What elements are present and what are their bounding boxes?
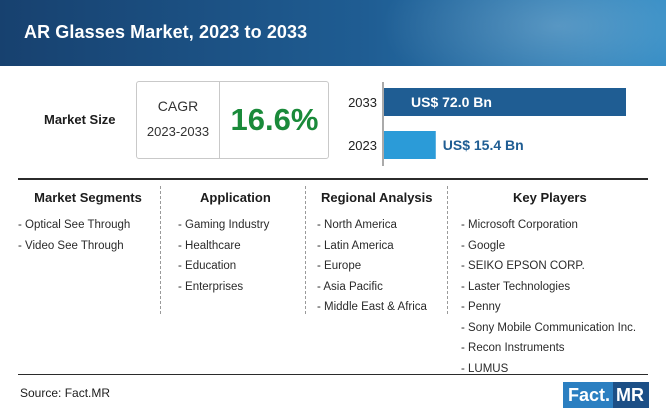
column-separator xyxy=(305,186,306,314)
column-heading: Application xyxy=(200,190,271,205)
cagr-period: 2023-2033 xyxy=(146,124,210,139)
section-divider xyxy=(18,178,648,180)
bar-category-label: 2023 xyxy=(348,138,377,153)
logo-part-1: Fact. xyxy=(563,382,614,408)
header-banner: AR Glasses Market, 2023 to 2033 xyxy=(0,0,666,66)
list-item: - Enterprises xyxy=(178,280,244,293)
list-item: - Middle East & Africa xyxy=(317,301,427,313)
page-title: AR Glasses Market, 2023 to 2033 xyxy=(24,22,308,42)
list-item: - Recon Instruments xyxy=(461,342,565,354)
column-regional-analysis: Regional Analysis - North America - Lati… xyxy=(317,190,445,318)
column-heading: Regional Analysis xyxy=(321,190,433,205)
cagr-box: CAGR 2023-2033 16.6% xyxy=(136,81,329,159)
column-heading: Key Players xyxy=(513,190,587,205)
list-item: - Europe xyxy=(317,260,362,272)
column-application: Application - Gaming Industry - Healthca… xyxy=(178,190,303,297)
list-item: - Penny xyxy=(461,301,501,313)
column-separator xyxy=(160,186,161,314)
cagr-value: 16.6% xyxy=(230,102,319,137)
market-size-label: Market Size xyxy=(44,112,116,127)
list-item: - Microsoft Corporation xyxy=(461,219,578,231)
bar-2023 xyxy=(384,131,436,159)
list-item: - Optical See Through xyxy=(18,219,131,231)
column-separator xyxy=(447,186,448,314)
column-heading: Market Segments xyxy=(34,190,142,205)
list-item: - LUMUS xyxy=(461,362,509,375)
list-item: - Gaming Industry xyxy=(178,219,270,231)
column-list: - Gaming Industry - Healthcare - Educati… xyxy=(178,215,303,297)
bar-category-label: 2033 xyxy=(348,95,377,110)
list-item: - Laster Technologies xyxy=(461,280,571,293)
source-text: Source: Fact.MR xyxy=(20,386,111,400)
list-item: - Healthcare xyxy=(178,239,241,252)
column-list: - Optical See Through - Video See Throug… xyxy=(18,215,158,256)
cagr-label: CAGR xyxy=(157,98,199,114)
column-list: - North America - Latin America - Europe… xyxy=(317,215,445,318)
column-market-segments: Market Segments - Optical See Through - … xyxy=(18,190,158,256)
list-item: - Education xyxy=(178,260,237,272)
bar-value-label: US$ 72.0 Bn xyxy=(411,94,492,110)
column-list: - Microsoft Corporation - Google - SEIKO… xyxy=(461,215,651,379)
bar-value-label: US$ 15.4 Bn xyxy=(443,137,524,153)
logo-part-2: MR xyxy=(613,382,650,408)
list-item: - North America xyxy=(317,219,397,231)
list-item: - SEIKO EPSON CORP. xyxy=(461,260,585,272)
footer-divider xyxy=(18,374,648,375)
header-shine xyxy=(366,0,666,66)
fact-mr-logo: Fact. MR xyxy=(563,382,650,408)
list-item: - Google xyxy=(461,239,506,252)
column-key-players: Key Players - Microsoft Corporation - Go… xyxy=(461,190,651,379)
list-item: - Sony Mobile Communication Inc. xyxy=(461,321,637,334)
market-size-bar-chart: 2033 US$ 72.0 Bn 2023 US$ 15.4 Bn xyxy=(348,82,626,166)
list-item: - Latin America xyxy=(317,239,394,252)
cagr-label-cell: CAGR 2023-2033 xyxy=(137,82,220,158)
list-item: - Video See Through xyxy=(18,239,124,252)
bar-2033 xyxy=(384,88,626,116)
list-item: - Asia Pacific xyxy=(317,280,383,293)
